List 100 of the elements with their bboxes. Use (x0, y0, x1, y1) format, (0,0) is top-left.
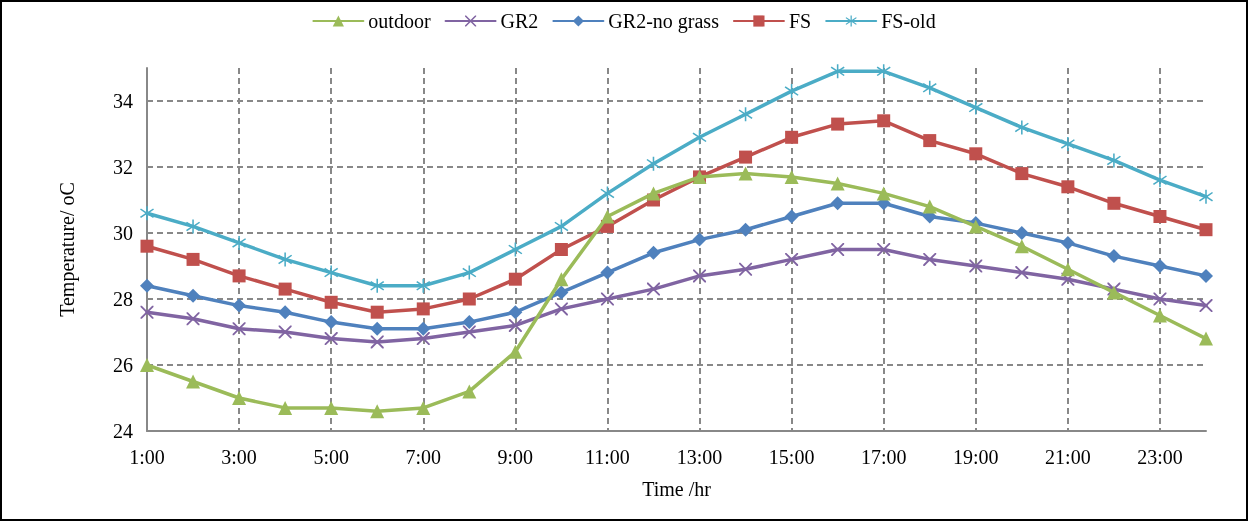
point (1014, 239, 1029, 254)
point (324, 332, 338, 346)
legend-label: FS-old (881, 10, 936, 32)
point (554, 243, 568, 256)
point (554, 285, 569, 300)
point (876, 64, 891, 79)
point (324, 295, 338, 309)
x-tick-label: 19:00 (953, 446, 999, 468)
point (738, 166, 753, 181)
point (416, 302, 430, 316)
point (416, 321, 431, 336)
point (186, 374, 201, 389)
point (830, 64, 845, 79)
point (232, 391, 247, 405)
point (324, 315, 339, 330)
y-tick-label: 34 (113, 90, 133, 112)
point (508, 344, 523, 359)
point (554, 302, 568, 316)
point (324, 265, 339, 280)
point (232, 322, 246, 336)
point (739, 262, 753, 276)
point (646, 186, 661, 201)
point (186, 312, 200, 326)
point (554, 272, 569, 287)
y-tick-label: 28 (113, 288, 133, 310)
point (784, 209, 799, 224)
point (830, 176, 845, 191)
point (370, 321, 385, 336)
point (1153, 210, 1167, 223)
x-tick-label: 15:00 (768, 446, 815, 468)
point (370, 305, 384, 319)
point (831, 117, 845, 131)
x-tick-label: 11:00 (585, 446, 630, 468)
point (324, 400, 339, 415)
point (140, 358, 154, 372)
point (1061, 180, 1075, 194)
point (830, 196, 845, 211)
point (140, 305, 154, 319)
y-axis-title: Temperature/ oC (56, 182, 79, 317)
point (1060, 262, 1075, 277)
point (1015, 266, 1029, 280)
point (923, 134, 937, 148)
legend-label: FS (788, 10, 812, 32)
point (738, 222, 753, 237)
x-tick-label: 9:00 (497, 446, 534, 468)
y-tick-label: 30 (113, 222, 133, 244)
point (831, 243, 845, 256)
point (278, 400, 293, 415)
point (1153, 292, 1167, 306)
legend-label: GR2 (500, 10, 539, 32)
point (140, 278, 154, 293)
point (462, 384, 477, 399)
point (600, 265, 615, 280)
point (1199, 189, 1213, 204)
point (968, 100, 983, 115)
x-tick-label: 7:00 (405, 446, 442, 468)
point (877, 114, 891, 128)
y-tick-label: 26 (113, 354, 133, 376)
point (1014, 226, 1029, 240)
point (508, 318, 522, 332)
point (186, 219, 201, 234)
y-tick-label: 24 (113, 420, 133, 442)
legend-label: outdoor (368, 10, 431, 32)
point (370, 404, 385, 419)
y-tick-label: 32 (113, 156, 133, 178)
point (1152, 173, 1167, 188)
point (1199, 223, 1213, 237)
point (508, 305, 523, 320)
point (278, 252, 293, 267)
point (969, 147, 983, 161)
point (462, 325, 476, 339)
x-tick-label: 23:00 (1137, 446, 1183, 468)
point (1107, 196, 1121, 210)
point (600, 209, 615, 224)
x-tick-label: 1:00 (129, 446, 165, 468)
point (922, 199, 937, 214)
point (923, 252, 937, 266)
point (140, 206, 154, 221)
point (140, 239, 154, 253)
point (278, 325, 292, 339)
point (922, 80, 937, 95)
point (508, 272, 522, 286)
point (1199, 331, 1213, 346)
point (1015, 167, 1029, 181)
point (462, 315, 477, 330)
point (232, 298, 247, 313)
point (278, 305, 293, 320)
point (1014, 120, 1029, 135)
point (1152, 308, 1167, 323)
point (416, 332, 430, 346)
point (692, 232, 707, 247)
point (370, 335, 384, 349)
x-tick-label: 21:00 (1045, 446, 1091, 468)
x-tick-label: 13:00 (676, 446, 723, 468)
point (784, 169, 799, 184)
point (738, 107, 753, 122)
point (785, 252, 799, 266)
point (1106, 249, 1121, 264)
point (784, 84, 799, 99)
point (969, 259, 983, 273)
